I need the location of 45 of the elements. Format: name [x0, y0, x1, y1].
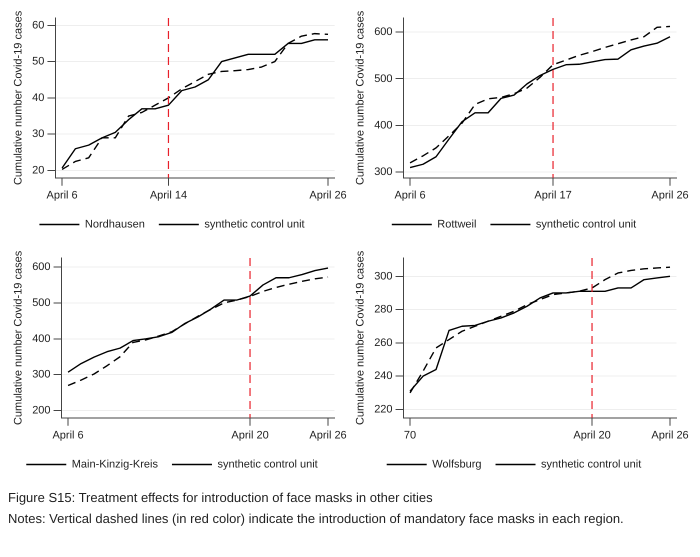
y-axis-title: Cumulative number Covid-19 cases: [12, 10, 25, 186]
y-tick-label: 600: [374, 26, 393, 38]
y-tick-label: 500: [374, 72, 393, 85]
y-tick-label: 220: [374, 404, 393, 416]
x-tick-label: 70: [404, 429, 416, 442]
x-tick-label: April 6: [394, 189, 426, 202]
legend-label: synthetic control unit: [536, 218, 636, 231]
x-tick-label: April 6: [46, 189, 78, 202]
legend-label: synthetic control unit: [217, 458, 318, 471]
y-tick-label: 240: [374, 370, 393, 382]
x-tick-label: April 26: [651, 429, 689, 442]
y-axis-title: Cumulative number Covid-19 cases: [354, 250, 367, 426]
legend-label: Nordhausen: [84, 218, 145, 231]
y-tick-label: 300: [32, 368, 51, 381]
x-tick-label: April 20: [573, 429, 611, 442]
x-tick-label: April 26: [309, 429, 347, 442]
y-tick-label: 260: [374, 336, 393, 349]
y-tick-label: 400: [374, 120, 393, 132]
legend-label: synthetic control unit: [541, 458, 642, 471]
x-tick-label: April 26: [651, 189, 689, 202]
y-tick-label: 400: [32, 332, 51, 345]
y-tick-label: 300: [374, 270, 393, 282]
x-tick-label: April 26: [309, 189, 347, 202]
y-axis-title: Cumulative number Covid-19 cases: [12, 250, 25, 426]
x-tick-label: April 6: [52, 429, 84, 442]
y-tick-label: 50: [32, 56, 44, 68]
y-tick-label: 500: [32, 296, 51, 309]
legend-label: synthetic control unit: [204, 218, 305, 231]
y-tick-label: 200: [32, 404, 51, 417]
y-tick-label: 20: [32, 164, 44, 177]
y-axis-title: Cumulative number Covid-19 cases: [354, 10, 367, 186]
x-tick-label: April 14: [150, 189, 188, 202]
legend-label: Rottweil: [437, 218, 476, 231]
y-tick-label: 280: [374, 304, 393, 316]
text: Notes: Vertical dashed lines (in red color) indicate the introduction of mandatory face masks in each region.: [8, 511, 625, 526]
x-tick-label: April 20: [231, 429, 269, 442]
y-tick-label: 30: [32, 128, 44, 140]
x-tick-label: April 17: [534, 189, 572, 202]
legend-label: Main-Kinzig-Kreis: [72, 458, 158, 471]
y-tick-label: 60: [32, 19, 44, 32]
y-tick-label: 600: [32, 261, 51, 274]
caption: Figure S15: Treatment effects for introduction of face masks in other cities: [8, 490, 434, 505]
y-tick-label: 40: [32, 92, 44, 104]
legend-label: Wolfsburg: [432, 458, 482, 471]
y-tick-label: 300: [374, 166, 393, 178]
